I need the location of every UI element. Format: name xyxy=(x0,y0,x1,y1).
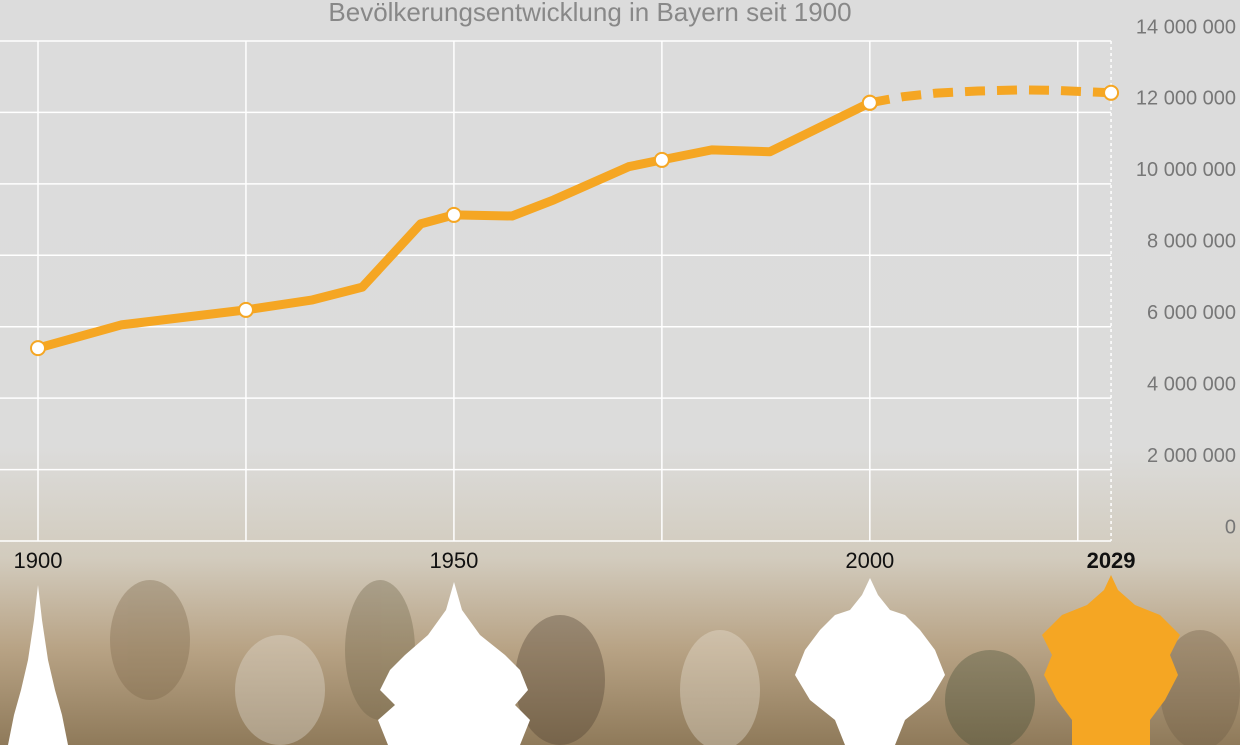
y-tick-label: 8 000 000 xyxy=(1147,231,1236,253)
y-tick-label: 12 000 000 xyxy=(1136,88,1236,110)
data-point xyxy=(31,341,45,355)
y-tick-label: 4 000 000 xyxy=(1147,373,1236,395)
data-point xyxy=(1104,86,1118,100)
x-tick-label: 2029 xyxy=(1087,548,1136,573)
x-tick-label: 1950 xyxy=(429,548,478,573)
y-tick-label: 2 000 000 xyxy=(1147,445,1236,467)
x-tick-label: 1900 xyxy=(14,548,63,573)
y-tick-label: 10 000 000 xyxy=(1136,159,1236,181)
data-point xyxy=(447,208,461,222)
y-tick-label: 0 xyxy=(1225,516,1236,538)
y-tick-label: 14 000 000 xyxy=(1136,16,1236,38)
chart-title: Bevölkerungsentwicklung in Bayern seit 1… xyxy=(328,0,851,27)
x-tick-label: 2000 xyxy=(845,548,894,573)
data-point xyxy=(239,303,253,317)
data-point xyxy=(655,153,669,167)
y-tick-label: 6 000 000 xyxy=(1147,302,1236,324)
chart: Bevölkerungsentwicklung in Bayern seit 1… xyxy=(0,0,1240,745)
page: Bevölkerungsentwicklung in Bayern seit 1… xyxy=(0,0,1240,745)
data-point xyxy=(863,96,877,110)
